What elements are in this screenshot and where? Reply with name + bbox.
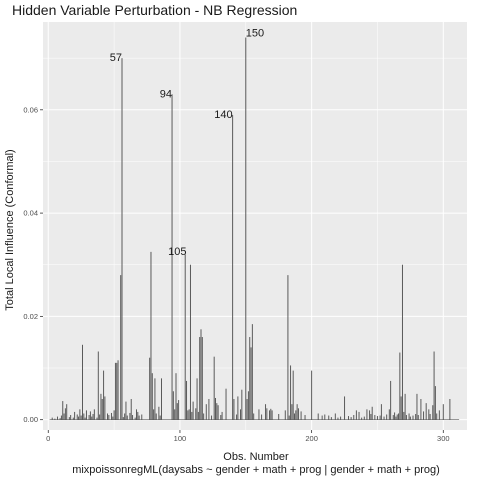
y-axis: 0.00 0.02 0.04 0.06 xyxy=(23,105,43,424)
y-tick-label: 0.00 xyxy=(23,415,38,424)
plot-panel xyxy=(43,22,467,430)
x-tick-label: 0 xyxy=(46,434,50,443)
y-tick-label: 0.02 xyxy=(23,312,38,321)
x-tick-label: 100 xyxy=(174,434,187,443)
x-tick-label: 200 xyxy=(305,434,318,443)
x-axis-title: Obs. Number xyxy=(223,451,289,463)
obs-annotation: 150 xyxy=(246,27,264,39)
annotation-layer: 57 94 105 140 150 xyxy=(110,27,264,257)
obs-annotation: 105 xyxy=(168,246,186,258)
y-tick-label: 0.06 xyxy=(23,105,38,114)
bars-layer xyxy=(49,37,460,420)
y-axis-title: Total Local Influence (Conformal) xyxy=(4,149,16,310)
chart-title: Hidden Variable Perturbation - NB Regres… xyxy=(12,2,297,18)
x-axis: 0 100 200 300 xyxy=(46,430,450,443)
obs-annotation: 57 xyxy=(110,52,122,64)
x-axis-caption: mixpoissonregML(daysabs ~ gender + math … xyxy=(72,464,440,476)
obs-annotation: 94 xyxy=(160,88,172,100)
y-tick-label: 0.04 xyxy=(23,209,38,218)
x-tick-label: 300 xyxy=(437,434,450,443)
obs-annotation: 140 xyxy=(214,109,232,121)
